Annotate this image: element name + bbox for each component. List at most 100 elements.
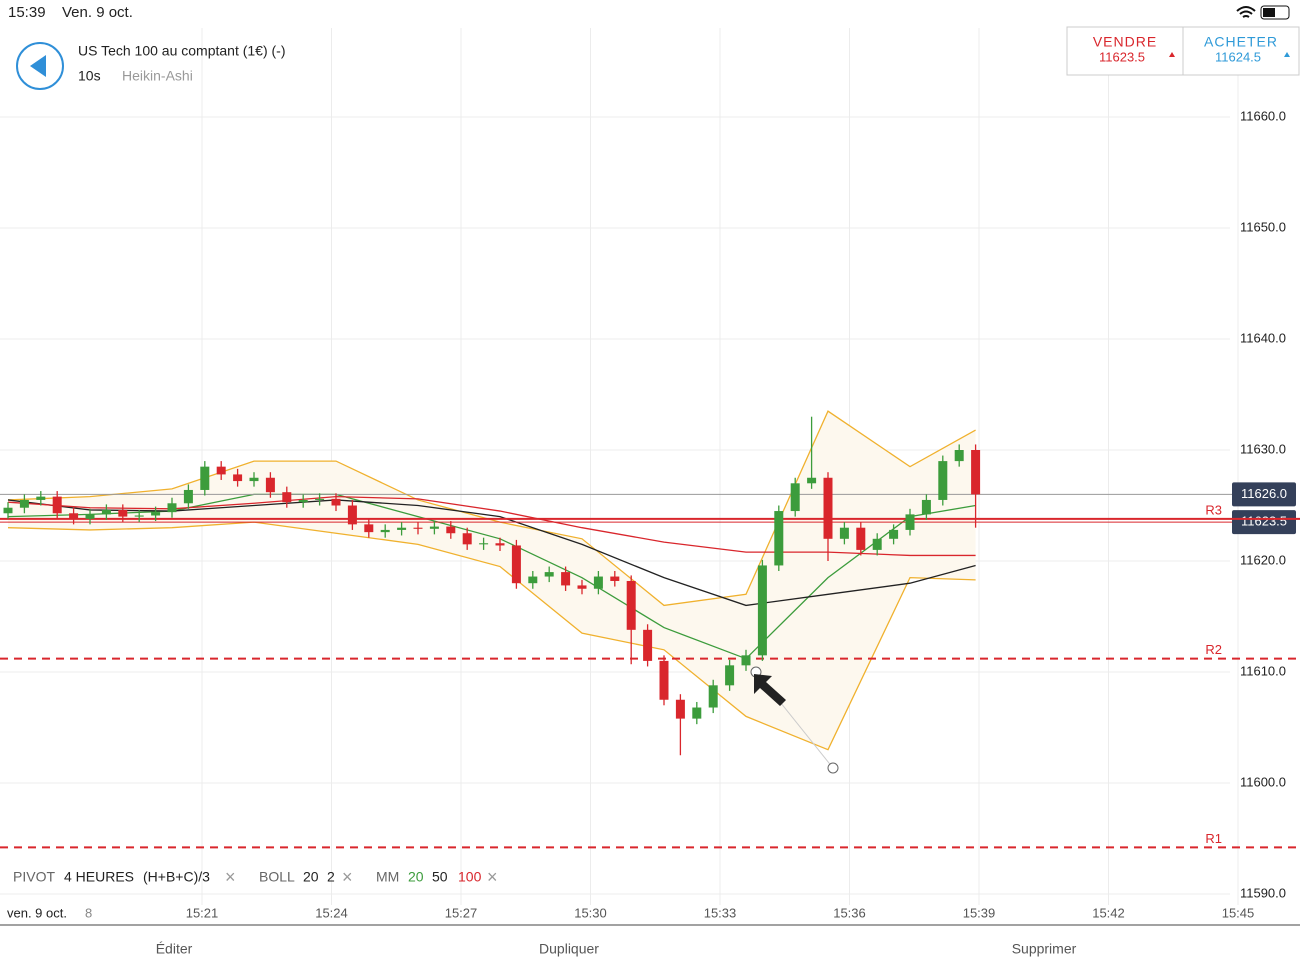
price-marker: [1232, 510, 1296, 535]
candle-body: [69, 513, 79, 519]
toolbar-button[interactable]: Dupliquer: [539, 941, 599, 957]
sell-price[interactable]: 11623.5: [1099, 49, 1145, 64]
candle-body: [118, 509, 128, 517]
candle-body: [479, 543, 489, 545]
candle-body: [889, 529, 899, 539]
candle-body: [823, 477, 833, 539]
y-tick-label: 11630.0: [1240, 441, 1286, 456]
candle-body: [561, 572, 571, 586]
candle-body: [757, 565, 767, 656]
candle-body: [429, 526, 439, 529]
chart-style[interactable]: Heikin-Ashi: [122, 68, 193, 84]
x-tick-label: 15:45: [1222, 905, 1255, 920]
candle-body: [36, 496, 46, 500]
battery-level: [1263, 8, 1275, 17]
candle-body: [971, 450, 981, 495]
x-tick-label: 15:39: [963, 905, 996, 920]
remove-indicator[interactable]: ×: [225, 867, 236, 887]
chart-area: 11660.0 11650.0 11640.0 11630.0 11620.0 11610…: [0, 28, 1300, 920]
candle-body: [413, 527, 423, 529]
candle-body: [380, 529, 390, 533]
candle-body: [151, 512, 161, 516]
x-tick-label: 8: [85, 905, 92, 920]
sell-label[interactable]: VENDRE: [1093, 34, 1157, 50]
candle-body: [790, 483, 800, 512]
buy-price[interactable]: 11624.5: [1215, 49, 1261, 64]
candle-body: [856, 527, 866, 550]
buy-label[interactable]: ACHETER: [1204, 34, 1278, 50]
legend-series: 20: [408, 869, 424, 885]
date-label: ven. 9 oct.: [7, 905, 67, 920]
candle-body: [708, 685, 718, 708]
remove-indicator[interactable]: ×: [342, 867, 353, 887]
candle-body: [85, 514, 95, 519]
candle-body: [134, 515, 144, 517]
candle-body: [692, 707, 702, 719]
y-tick-label: 11660.0: [1240, 108, 1286, 123]
candle-body: [446, 526, 456, 534]
y-tick-label: 11650.0: [1240, 219, 1286, 234]
candle-body: [101, 509, 111, 515]
legend-text: MM: [376, 869, 399, 885]
toolbar-button[interactable]: Supprimer: [1012, 941, 1077, 957]
candle-body: [839, 527, 849, 539]
pivot-level-label: R2: [1205, 642, 1222, 657]
price-marker: [1232, 482, 1296, 507]
candle-body: [52, 496, 62, 514]
candle-body: [331, 498, 341, 506]
candle-body: [3, 507, 13, 514]
candle-body: [774, 511, 784, 566]
cursor-arrow: [754, 674, 786, 706]
wifi-icon: [1236, 6, 1256, 18]
candle-body: [364, 524, 374, 533]
candle-body: [577, 585, 587, 589]
y-tick-label: 11620.0: [1240, 552, 1286, 567]
status-time: 15:39: [8, 4, 46, 21]
candle-body: [659, 660, 669, 700]
legend-text: 4 HEURES: [64, 869, 134, 885]
status-date: Ven. 9 oct.: [62, 4, 133, 21]
candle-body: [528, 576, 538, 584]
candle-body: [200, 466, 210, 490]
drawing-handle[interactable]: [827, 762, 839, 774]
candle-body: [905, 514, 915, 530]
indicator-legend: PIVOT 4 HEURES (H+B+C)/3 × BOLL 20 2 × M…: [13, 867, 498, 887]
sell-arrow: [1169, 52, 1175, 57]
price-marker-label: 11623.5: [1241, 514, 1287, 529]
price-marker-label: 11626.0: [1241, 486, 1287, 501]
candle-body: [249, 477, 259, 482]
candle-body: [282, 492, 292, 503]
legend-text: 20: [303, 869, 319, 885]
candle-body: [397, 527, 407, 530]
candle-body: [954, 450, 964, 462]
x-tick-label: 15:27: [445, 905, 478, 920]
legend-series: 100: [458, 869, 482, 885]
bollinger-lower: [7, 521, 976, 751]
remove-indicator[interactable]: ×: [487, 867, 498, 887]
candle-body: [643, 629, 653, 661]
buy-arrow: [1284, 52, 1290, 57]
instrument-name: US Tech 100 au comptant (1€) (-): [78, 43, 286, 59]
pivot-level-label: R3: [1205, 502, 1222, 517]
x-tick-label: 15:24: [315, 905, 348, 920]
x-tick-label: 15:36: [833, 905, 866, 920]
candle-body: [610, 576, 620, 581]
candle-body: [462, 533, 472, 545]
legend-text: PIVOT: [13, 869, 55, 885]
y-tick-label: 11640.0: [1240, 330, 1286, 345]
candle-body: [347, 505, 357, 525]
candle-body: [544, 572, 554, 577]
candle-body: [725, 665, 735, 686]
candle-body: [511, 545, 521, 584]
y-tick-label: 11610.0: [1240, 663, 1286, 678]
candle-body: [298, 499, 308, 503]
candle-body: [183, 489, 193, 504]
toolbar-button[interactable]: Éditer: [156, 941, 193, 957]
x-tick-label: 15:21: [186, 905, 219, 920]
candle-body: [19, 499, 29, 508]
y-tick-label: 11600.0: [1240, 774, 1286, 789]
battery-icon: [1260, 5, 1290, 20]
interval[interactable]: 10s: [78, 68, 101, 84]
candle-body: [233, 474, 243, 482]
